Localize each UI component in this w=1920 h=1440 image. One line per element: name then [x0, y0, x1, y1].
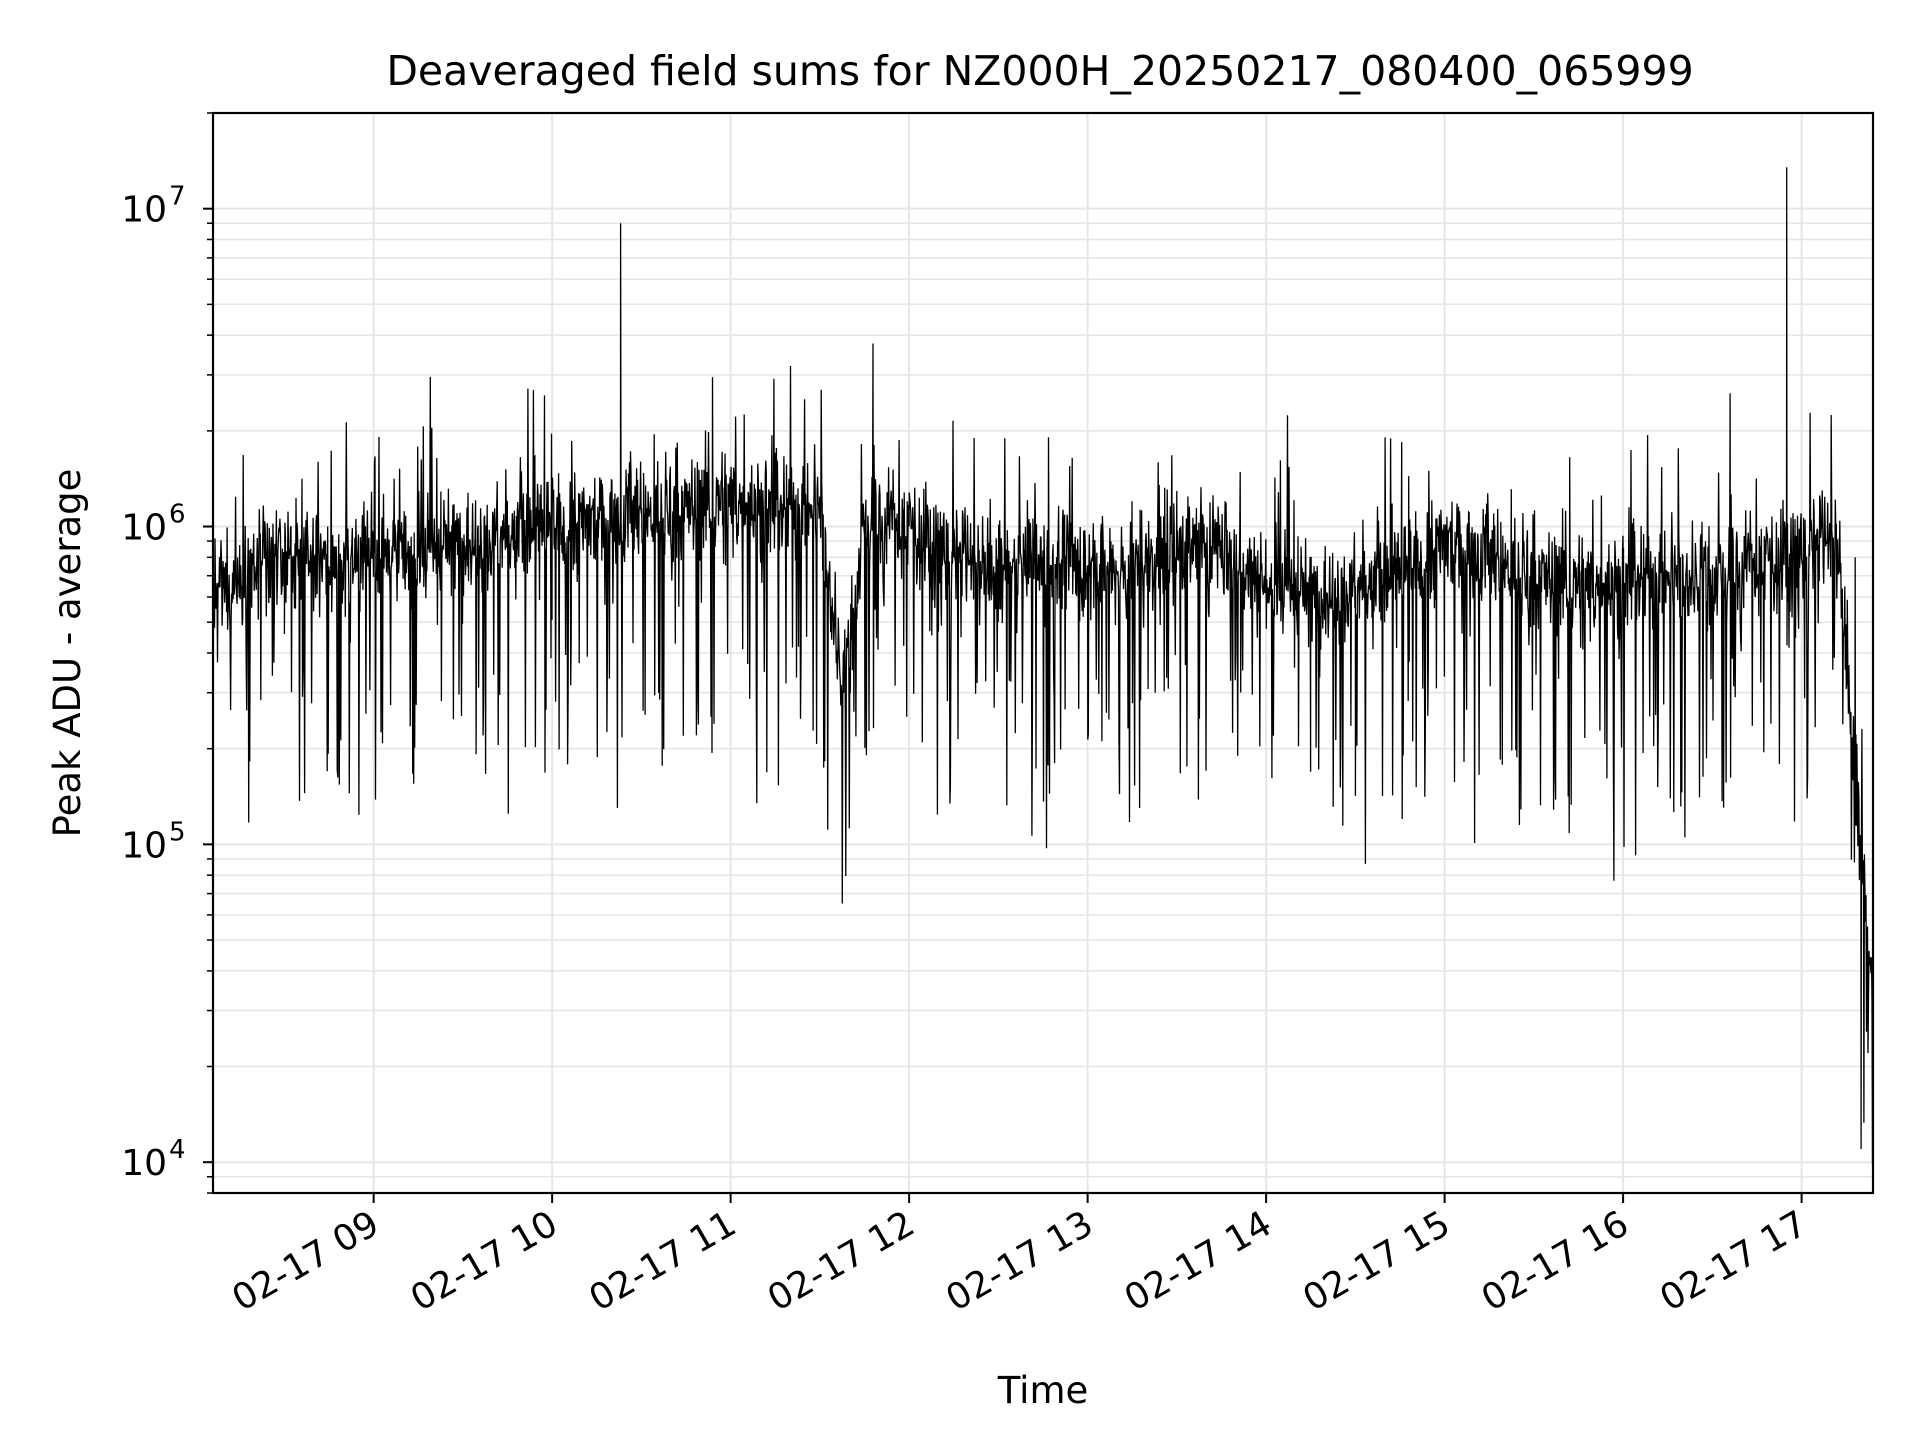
series-line-0: [212, 167, 1874, 1165]
y-tick-label: 10: [121, 1143, 167, 1184]
y-tick-label: 10: [121, 190, 167, 231]
y-tick-exponent: 6: [169, 500, 186, 530]
y-tick-exponent: 4: [169, 1135, 186, 1165]
x-axis-label: Time: [997, 1369, 1089, 1412]
series-layer: [212, 167, 1874, 1165]
x-tick-label: 02-17 10: [404, 1203, 565, 1319]
x-tick-label: 02-17 16: [1475, 1203, 1636, 1319]
chart-title: Deaveraged field sums for NZ000H_2025021…: [386, 47, 1693, 95]
x-tick-label: 02-17 13: [939, 1203, 1100, 1319]
x-tick-label: 02-17 17: [1653, 1203, 1814, 1319]
x-tick-label: 02-17 14: [1118, 1203, 1279, 1319]
y-tick-label: 10: [121, 508, 167, 549]
y-tick-label: 10: [121, 825, 167, 866]
x-tick-label: 02-17 09: [225, 1203, 386, 1319]
y-tick-exponent: 7: [169, 182, 186, 212]
x-tick-label: 02-17 11: [582, 1203, 743, 1319]
x-axis: 02-17 09 02-17 10 02-17 11 02-17 12 02-17 13…: [225, 1193, 1814, 1320]
y-tick-exponent: 5: [169, 817, 186, 847]
x-tick-label: 02-17 15: [1296, 1203, 1457, 1319]
y-axis-label: Peak ADU - average: [46, 469, 89, 838]
x-tick-label: 02-17 12: [761, 1203, 922, 1319]
